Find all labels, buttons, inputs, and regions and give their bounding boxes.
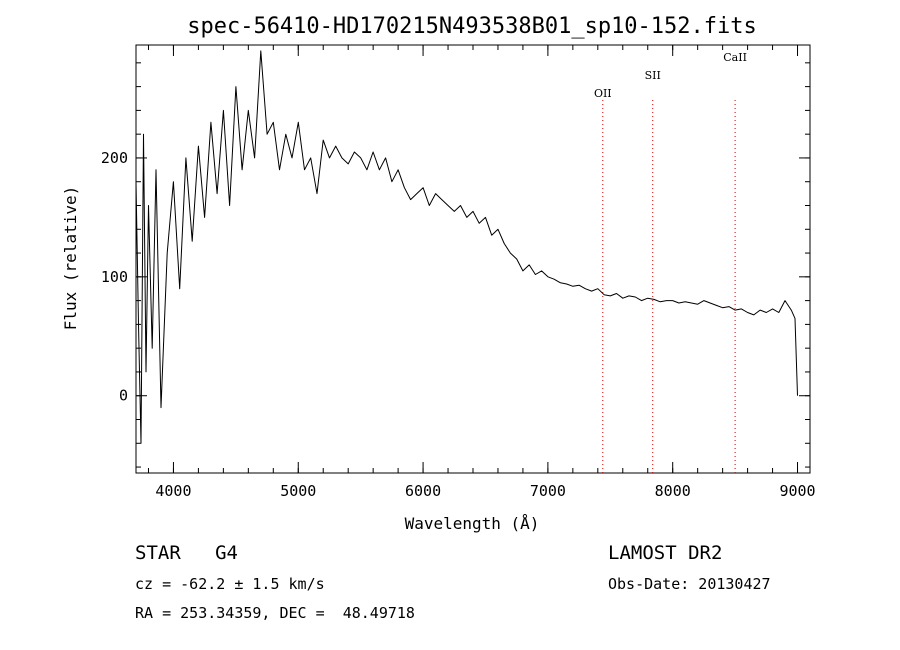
chart-title: spec-56410-HD170215N493538B01_sp10-152.f… [187, 14, 757, 39]
survey-name: LAMOST DR2 [608, 542, 723, 564]
spectral-line-label: CaII [723, 51, 747, 64]
x-tick-label: 9000 [779, 482, 815, 500]
x-tick-label: 8000 [655, 482, 691, 500]
x-axis-label: Wavelength (Å) [405, 514, 540, 533]
observation-date: Obs-Date: 20130427 [608, 575, 771, 593]
x-tick-label: 6000 [405, 482, 441, 500]
y-axis-label: Flux (relative) [61, 186, 80, 331]
x-tick-label: 5000 [280, 482, 316, 500]
object-subclass: G4 [215, 542, 238, 564]
object-class-row: STAR G4 [135, 542, 238, 564]
spectral-line-label: SII [645, 69, 661, 82]
coordinates: RA = 253.34359, DEC = 48.49718 [135, 604, 415, 622]
plot-area: OII SII CaII 4000 5000 6000 7000 8000 9000 0 100 20… [101, 44, 816, 500]
spectral-line-label: OII [594, 87, 612, 100]
object-class: STAR [135, 542, 181, 564]
x-tick-label: 7000 [530, 482, 566, 500]
spectrum-line [135, 50, 798, 444]
redshift-velocity: cz = -62.2 ± 1.5 km/s [135, 575, 325, 593]
y-tick-label: 200 [101, 149, 128, 167]
y-tick-label: 0 [119, 387, 128, 405]
y-tick-label: 100 [101, 268, 128, 286]
x-tick-label: 4000 [155, 482, 191, 500]
